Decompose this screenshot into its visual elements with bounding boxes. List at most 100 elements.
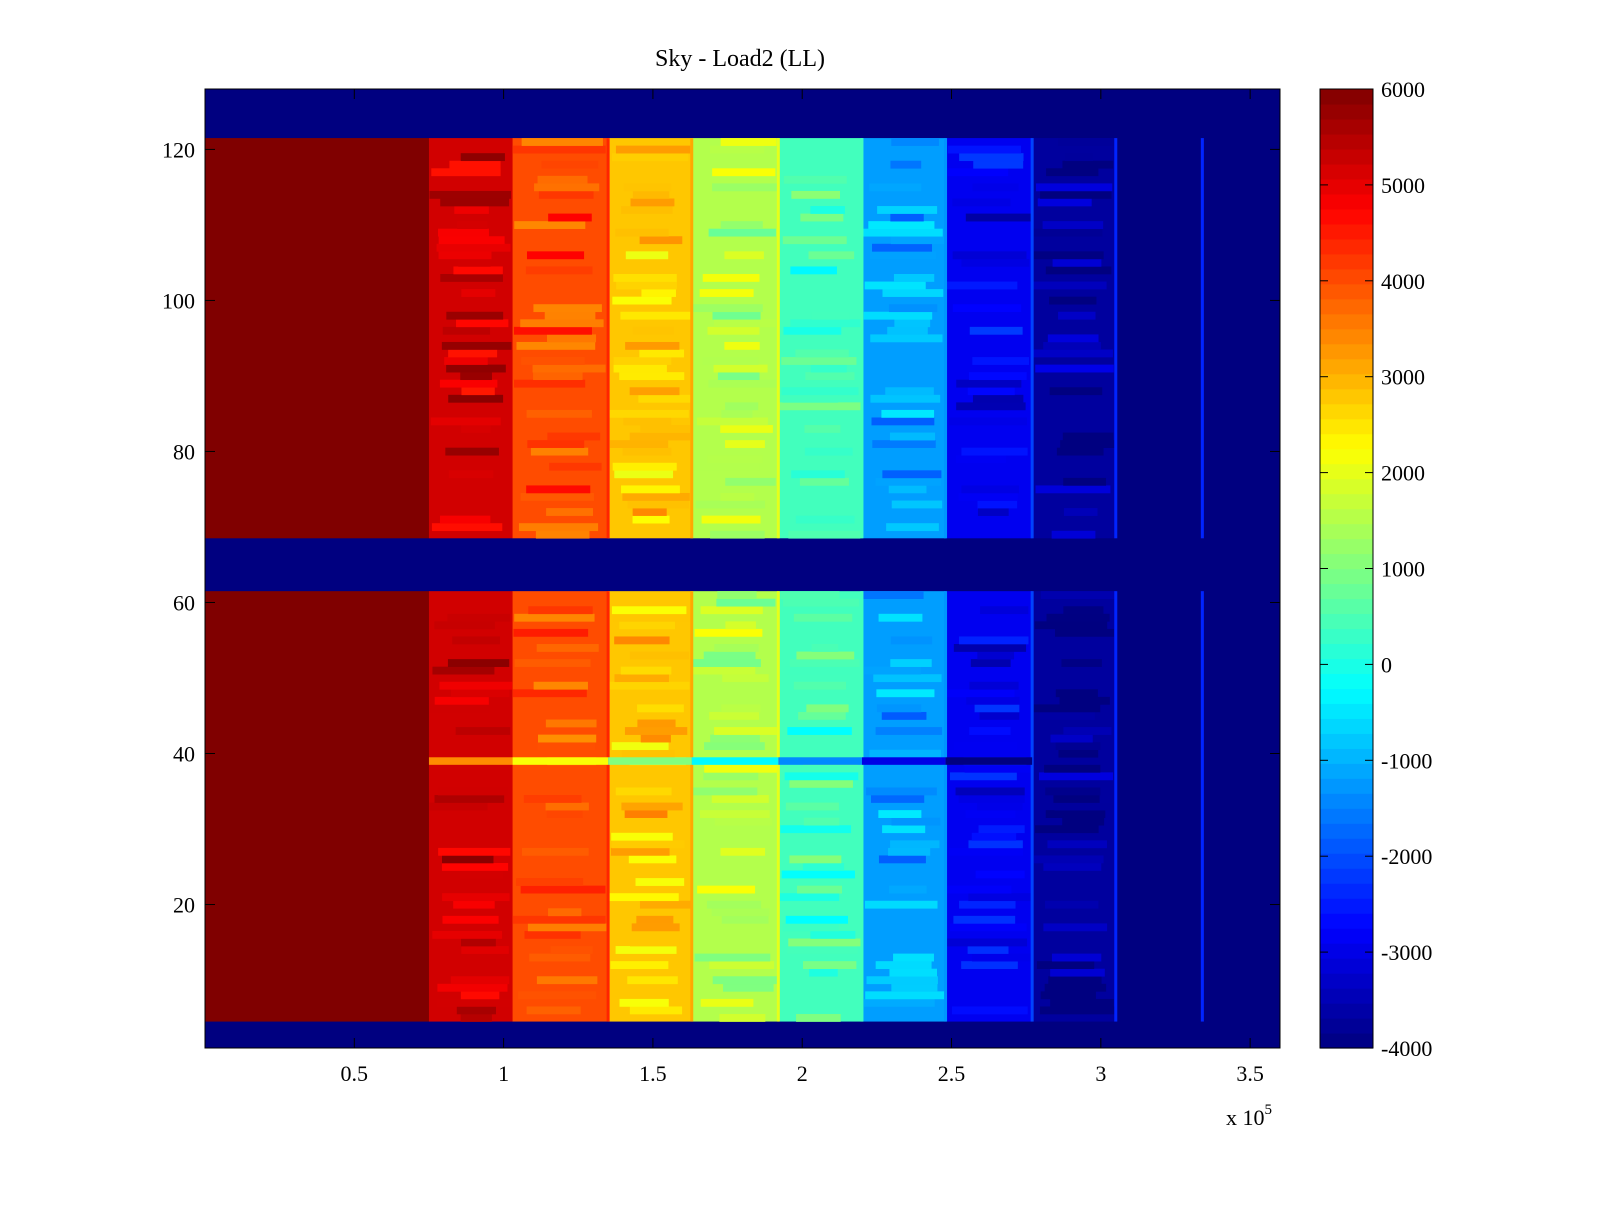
heatmap-cell: [1047, 840, 1107, 849]
heatmap-cell: [624, 727, 688, 735]
heatmap-cell: [719, 1014, 766, 1022]
heatmap-cell: [432, 666, 495, 675]
heatmap-cell: [541, 160, 599, 169]
heatmap-cell: [521, 847, 589, 856]
heatmap-cell: [635, 878, 685, 886]
heatmap-cell: [630, 938, 680, 947]
heatmap-cell: [1051, 530, 1096, 539]
colorbar-swatch: [1320, 868, 1373, 884]
heatmap-cell: [1063, 727, 1112, 735]
heatmap-cell: [437, 787, 508, 796]
heatmap-cell: [975, 870, 1025, 879]
colorbar-swatch: [1320, 268, 1373, 285]
heatmap-cell: [631, 923, 680, 932]
y-tick-label: 60: [173, 590, 195, 615]
heatmap-band: [205, 138, 430, 539]
heatmap-cell: [889, 968, 938, 977]
heatmap-cell: [783, 175, 847, 184]
heatmap-edge-line: [690, 138, 694, 539]
heatmap-cell: [1063, 477, 1107, 486]
colorbar-swatch: [1320, 733, 1373, 749]
heatmap-cell: [946, 281, 1018, 290]
heatmap-cell: [514, 659, 591, 667]
heatmap-cell: [431, 523, 503, 532]
heatmap-edge-line: [1200, 138, 1204, 539]
colorbar-swatch: [1320, 643, 1373, 660]
colorbar-swatch: [1320, 373, 1373, 390]
colorbar-swatch: [1320, 943, 1373, 959]
heatmap-cell: [1033, 228, 1103, 237]
heatmap-cell: [796, 1014, 841, 1022]
heatmap-cell: [640, 734, 671, 743]
heatmap-cell: [803, 961, 857, 970]
heatmap-cell: [711, 795, 769, 803]
heatmap-cell: [620, 311, 691, 320]
heatmap-cell: [725, 402, 759, 411]
colorbar-tick-label: 1000: [1381, 557, 1425, 582]
heatmap-cell: [430, 417, 501, 426]
heatmap-cell: [959, 900, 1016, 909]
colorbar-swatch: [1320, 583, 1373, 600]
colorbar-swatch: [1320, 328, 1373, 345]
heatmap-cell: [1050, 666, 1107, 675]
heatmap-cell: [882, 289, 944, 297]
heatmap-cell: [700, 606, 763, 615]
heatmap-cell: [979, 711, 1020, 720]
heatmap-cell: [784, 772, 859, 781]
heatmap-cell: [694, 462, 760, 471]
heatmap-cell: [696, 417, 768, 426]
heatmap-cell: [888, 847, 931, 856]
plot-frame: [204, 88, 1281, 1049]
heatmap-cell: [724, 251, 764, 260]
heatmap-plot-area: [205, 89, 1281, 1048]
heatmap-cell: [949, 772, 1017, 781]
heatmap-cell: [890, 840, 940, 849]
heatmap-cell: [888, 485, 927, 494]
heatmap-edge-line: [1114, 591, 1118, 1022]
heatmap-cell: [809, 968, 838, 977]
heatmap-cell: [810, 206, 845, 214]
heatmap-cell: [721, 704, 761, 713]
heatmap-cell: [890, 213, 924, 222]
heatmap-cell: [793, 613, 853, 622]
colorbar-swatch: [1320, 613, 1373, 630]
heatmap-cell: [512, 689, 587, 698]
heatmap-cell: [974, 704, 1020, 713]
heatmap-cell: [520, 319, 604, 328]
heatmap-band: [1202, 591, 1281, 1022]
heatmap-cell: [708, 379, 777, 388]
heatmap-cell: [613, 613, 691, 622]
heatmap-cell: [876, 689, 935, 698]
heatmap-cell: [548, 213, 592, 222]
colorbar-swatch: [1320, 748, 1373, 764]
heatmap-cell: [949, 923, 1027, 932]
heatmap-cell: [439, 515, 491, 524]
heatmap-cell: [429, 802, 488, 811]
heatmap-cell: [625, 341, 680, 350]
heatmap-cell: [621, 485, 680, 494]
heatmap-cell: [863, 311, 933, 320]
heatmap-cell: [872, 243, 933, 252]
colorbar-swatch: [1320, 703, 1373, 719]
colorbar-swatch: [1320, 478, 1373, 495]
colorbar-swatch: [1320, 1003, 1373, 1019]
colorbar-tick-label: 2000: [1381, 461, 1425, 486]
heatmap-cell: [629, 651, 690, 660]
heatmap-cell: [713, 364, 768, 373]
heatmap-cell: [782, 394, 839, 403]
colorbar-swatch: [1320, 718, 1373, 734]
heatmap-cell: [630, 198, 675, 207]
heatmap-cell: [1040, 591, 1116, 600]
heatmap-cell: [889, 432, 936, 441]
heatmap-cell: [721, 409, 753, 418]
heatmap-cell: [449, 160, 501, 169]
heatmap-cell: [790, 319, 862, 328]
heatmap-cell: [703, 651, 756, 660]
heatmap-cell: [1035, 364, 1114, 373]
colorbar-swatch: [1320, 253, 1373, 270]
heatmap-cell: [694, 953, 771, 962]
heatmap-cell: [458, 258, 491, 267]
heatmap-cell: [1063, 508, 1098, 516]
